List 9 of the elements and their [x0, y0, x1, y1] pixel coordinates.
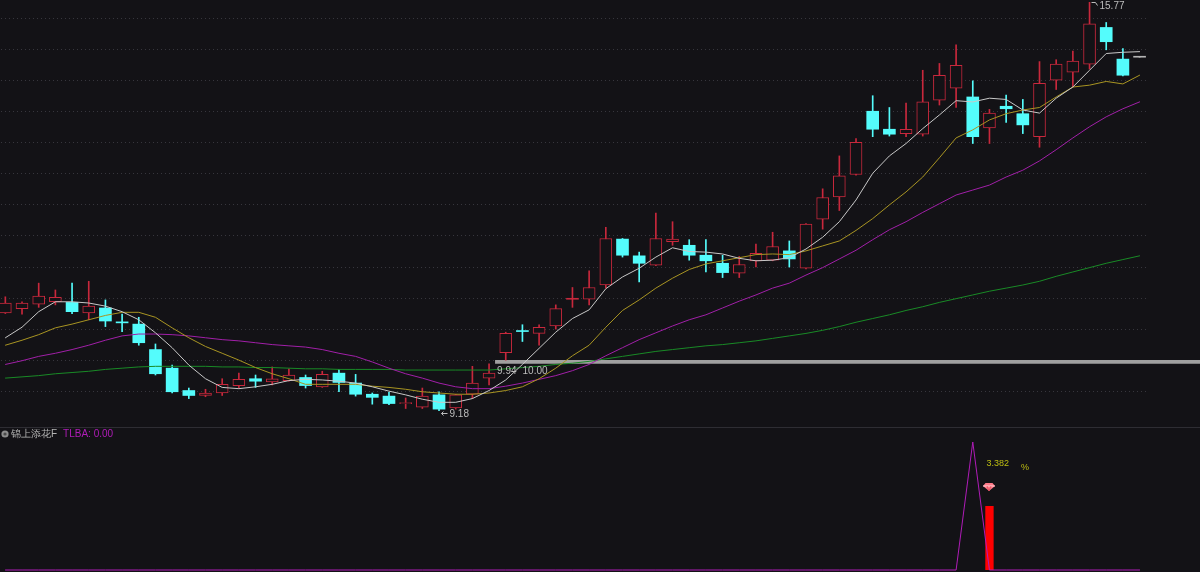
candlestick	[899, 102, 913, 138]
annotation: 9.18	[449, 408, 470, 420]
chart-title: 锦上添花F	[10, 427, 58, 439]
annotation: 10.00	[522, 364, 548, 376]
annotation: %	[1020, 462, 1029, 473]
candlestick	[999, 94, 1013, 123]
annotation: 3.382	[986, 458, 1009, 469]
annotation: 15.77	[1099, 0, 1125, 12]
text: TLBA: 0.00	[63, 427, 114, 439]
